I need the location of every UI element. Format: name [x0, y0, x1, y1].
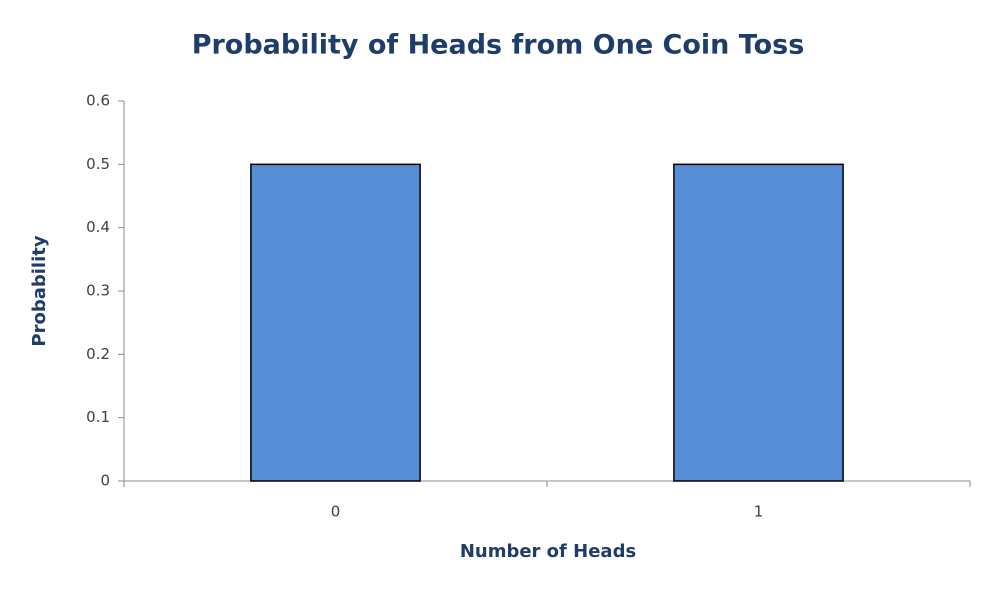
y-tick-label: 0.1: [86, 408, 110, 426]
x-tick-label: 0: [331, 503, 341, 521]
y-tick-label: 0: [100, 472, 110, 490]
y-tick-label: 0.6: [86, 92, 110, 110]
y-axis-title: Probability: [29, 235, 50, 346]
y-tick-label: 0.2: [86, 345, 110, 363]
y-tick-label: 0.5: [86, 155, 110, 173]
x-axis-title: Number of Heads: [460, 541, 636, 562]
bar: [673, 163, 844, 482]
x-tick-label: 1: [754, 503, 764, 521]
y-tick-label: 0.3: [86, 282, 110, 300]
bar: [250, 163, 421, 482]
y-tick-label: 0.4: [86, 218, 110, 236]
chart-title: Probability of Heads from One Coin Toss: [192, 30, 805, 61]
